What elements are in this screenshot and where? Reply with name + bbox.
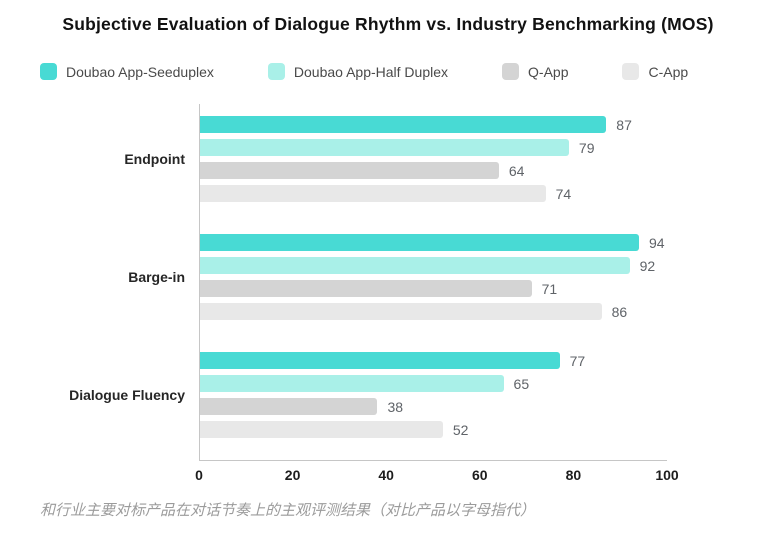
plot-bars: 87 79 64 74 94 92 71 86 77 65 38 52 [199,104,667,461]
x-tick-label: 20 [284,467,301,483]
chart-page: Subjective Evaluation of Dialogue Rhythm… [0,14,776,539]
x-tick-label: 100 [655,467,679,483]
bar-row: 65 [200,375,667,392]
category-labels-column: Endpoint Barge-in Dialogue Fluency [0,104,199,461]
bar [200,375,504,392]
x-tick-label: 40 [378,467,394,483]
bar [200,398,378,415]
bar-row: 79 [200,139,667,156]
category-label: Dialogue Fluency [69,387,185,403]
bar-row: 71 [200,280,667,297]
bar [200,139,569,156]
bar-row: 74 [200,185,667,202]
bar [200,303,602,320]
bar-value-label: 52 [452,421,469,438]
bar-group: 87 79 64 74 [200,116,667,202]
x-tick-label: 60 [472,467,488,483]
x-tick-label: 0 [195,467,203,483]
x-tick-label: 80 [565,467,582,483]
legend-swatch-icon [622,63,640,80]
bar [200,116,607,133]
bar-group: 77 65 38 52 [200,352,667,438]
legend-item: Doubao App-Half Duplex [267,63,449,80]
bar [200,257,630,274]
x-axis: 0 20 40 60 80 100 [195,461,679,485]
legend-item: C-App [622,63,688,80]
plot-area: Endpoint Barge-in Dialogue Fluency 87 79 64 7… [0,104,776,461]
bar-value-label: 94 [648,234,665,251]
legend-swatch-icon [267,63,285,80]
bar-chart: Endpoint Barge-in Dialogue Fluency 87 79 64 7… [0,104,776,485]
category-label: Barge-in [128,269,185,285]
bar-value-label: 87 [616,116,632,133]
legend-label: Q-App [528,63,569,80]
bar-value-label: 79 [578,139,595,156]
bar [200,234,639,251]
bar [200,185,546,202]
bar [200,421,443,438]
chart-title: Subjective Evaluation of Dialogue Rhythm… [62,14,714,34]
bar-value-label: 86 [611,303,628,320]
bar-value-label: 77 [569,352,586,369]
chart-legend: Doubao App-Seeduplex Doubao App-Half Dupl… [40,63,776,80]
legend-label: C-App [648,63,689,80]
legend-swatch-icon [502,63,520,80]
bar-row: 64 [200,162,667,179]
bar-value-label: 64 [508,162,525,179]
legend-item: Doubao App-Seeduplex [40,63,214,80]
chart-caption: 和行业主要对标产品在对话节奏上的主观评测结果（对比产品以字母指代） [40,502,536,519]
bar-value-label: 65 [513,375,530,392]
bar [200,162,499,179]
bar-row: 52 [200,421,667,438]
bar-row: 92 [200,257,667,274]
bar-row: 77 [200,352,667,369]
bar [200,352,560,369]
bar [200,280,532,297]
bar-row: 86 [200,303,667,320]
legend-label: Doubao App-Half Duplex [293,63,449,80]
category-label: Endpoint [124,151,185,167]
bar-value-label: 38 [387,398,404,415]
bar-value-label: 71 [541,280,558,297]
legend-item: Q-App [502,63,568,80]
bar-value-label: 74 [555,185,572,202]
legend-swatch-icon [40,63,57,80]
bar-row: 87 [200,116,667,133]
bar-row: 38 [200,398,667,415]
legend-label: Doubao App-Seeduplex [66,63,214,80]
bar-value-label: 92 [639,257,656,274]
bar-group: 94 92 71 86 [200,234,667,320]
bar-row: 94 [200,234,667,251]
